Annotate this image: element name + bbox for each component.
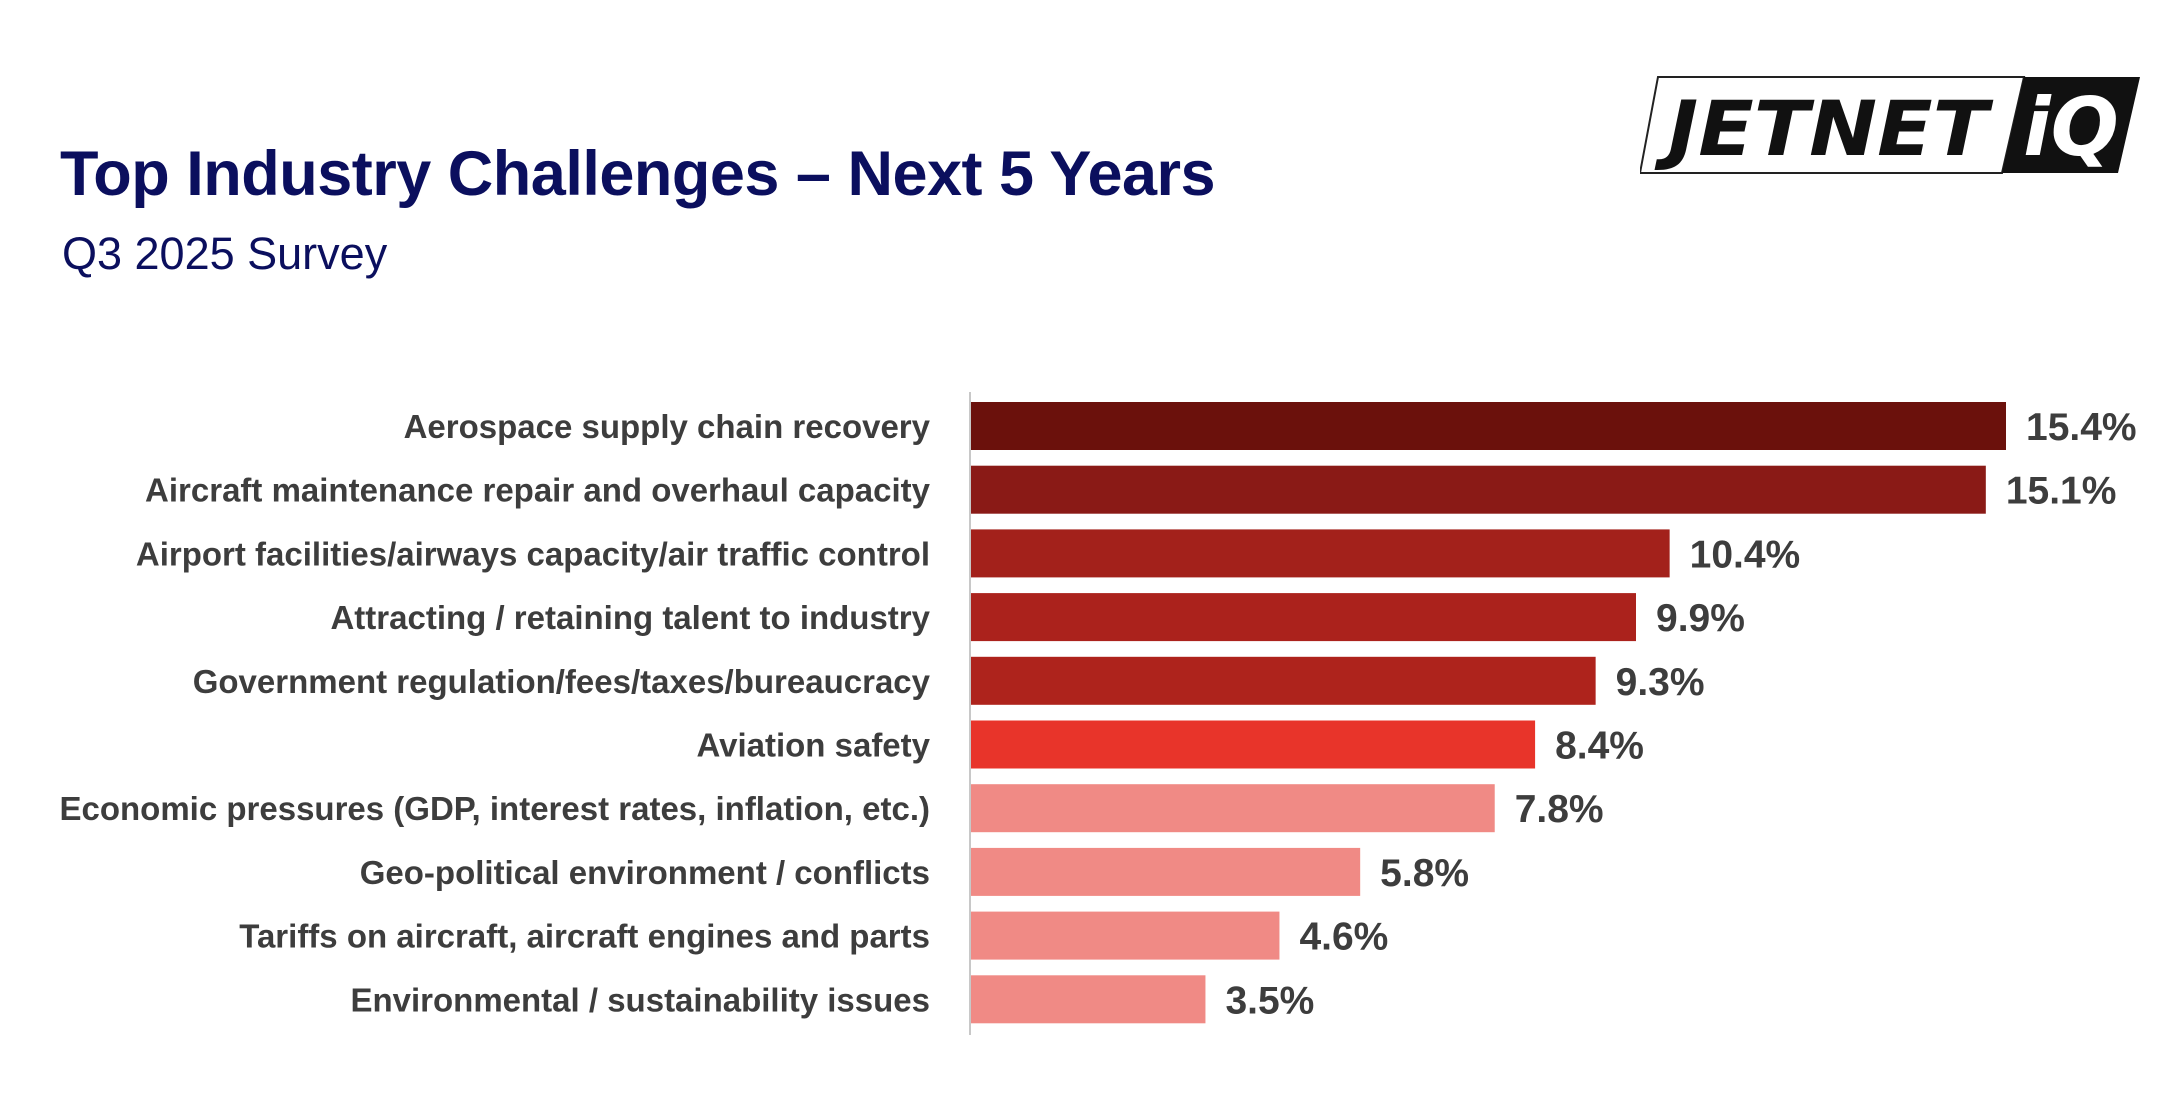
page-subtitle: Q3 2025 Survey [62, 228, 388, 279]
logo-badge [2002, 77, 2140, 173]
value-label-5: 9.3% [1616, 661, 1705, 704]
bar-5 [970, 656, 1596, 705]
bar-8 [970, 847, 1361, 896]
value-label-1: 15.4% [2026, 406, 2137, 449]
category-label-1: Aerospace supply chain recovery [404, 408, 931, 445]
value-label-9: 4.6% [1299, 916, 1388, 959]
category-label-3: Airport facilities/airways capacity/air … [136, 535, 930, 572]
category-label-10: Environmental / sustainability issues [350, 981, 930, 1018]
bars-layer [970, 402, 2006, 1024]
bar-7 [970, 784, 1495, 833]
bar-9 [970, 911, 1280, 960]
category-label-5: Government regulation/fees/taxes/bureauc… [193, 663, 931, 700]
category-label-6: Aviation safety [696, 727, 930, 764]
value-label-6: 8.4% [1555, 725, 1644, 768]
labels-layer: Aerospace supply chain recovery 15.4% Airc… [60, 406, 2137, 1022]
value-label-3: 10.4% [1690, 533, 1801, 576]
value-label-4: 9.9% [1656, 597, 1745, 640]
category-label-2: Aircraft maintenance repair and overhaul… [145, 472, 931, 509]
value-label-8: 5.8% [1380, 852, 1469, 895]
page-title: Top Industry Challenges – Next 5 Years [60, 139, 1216, 209]
bar-6 [970, 720, 1536, 769]
category-label-7: Economic pressures (GDP, interest rates,… [60, 790, 931, 827]
bar-2 [970, 465, 1986, 514]
bar-4 [970, 593, 1636, 642]
value-label-10: 3.5% [1225, 979, 1314, 1022]
category-label-4: Attracting / retaining talent to industr… [330, 599, 930, 636]
logo-text-main: JETNET [1654, 84, 1993, 173]
logo-text-badge: iQ [2023, 81, 2118, 174]
bar-10 [970, 975, 1206, 1024]
value-label-7: 7.8% [1515, 788, 1604, 831]
category-label-8: Geo-political environment / conflicts [360, 854, 930, 891]
jetnet-iq-logo: JETNET iQ [1640, 76, 2140, 174]
bar-3 [970, 529, 1670, 578]
category-label-9: Tariffs on aircraft, aircraft engines an… [239, 918, 930, 955]
value-label-2: 15.1% [2006, 470, 2117, 513]
bar-1 [970, 402, 2006, 450]
